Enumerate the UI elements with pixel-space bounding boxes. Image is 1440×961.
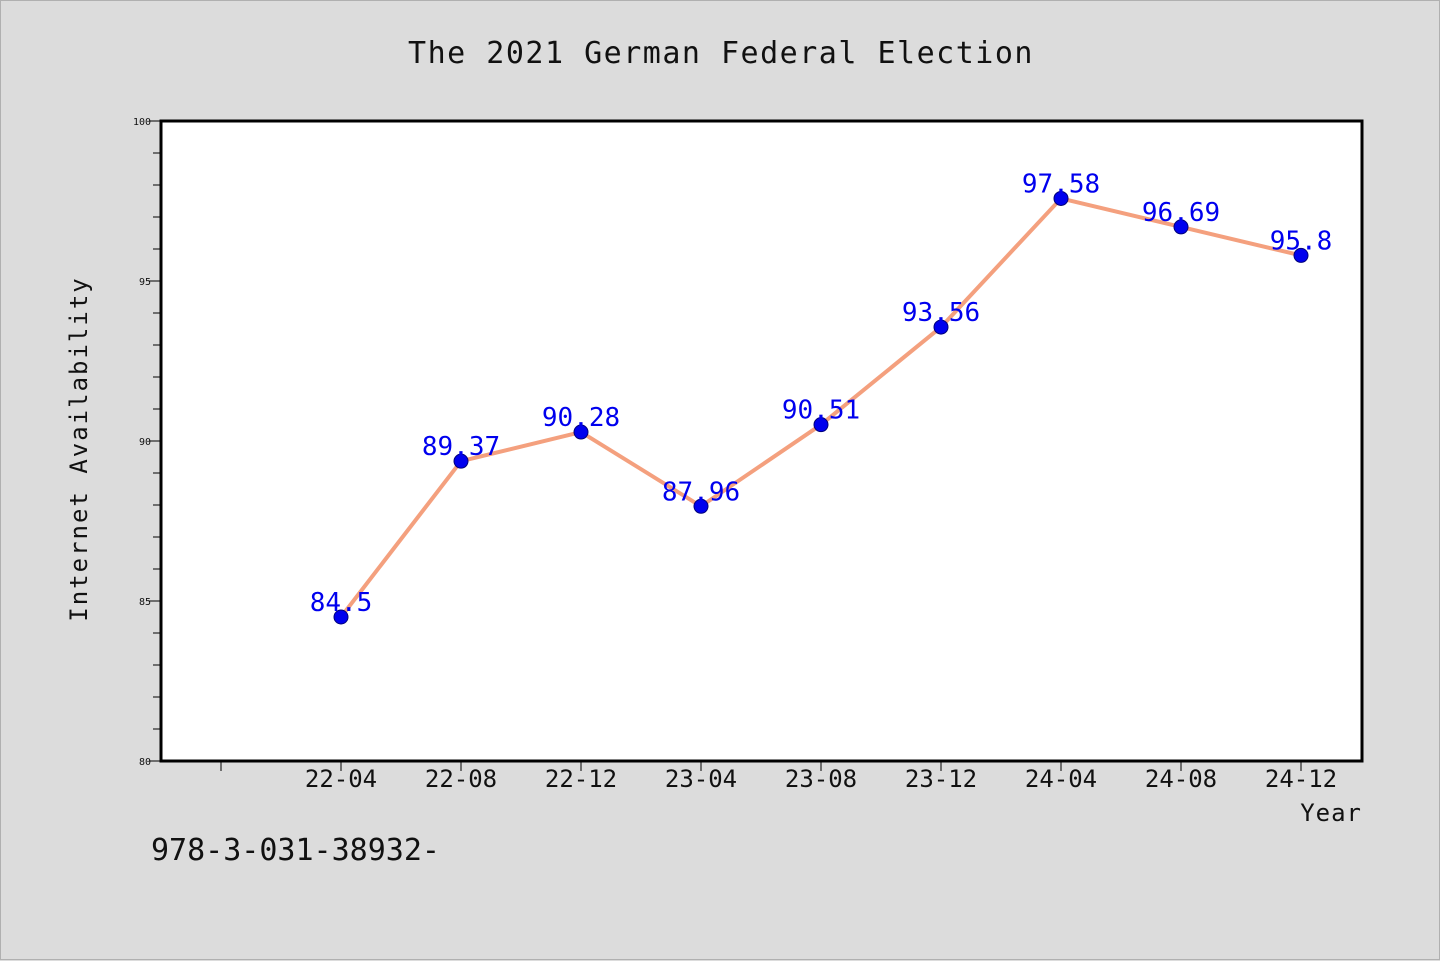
data-label: 90.28 — [542, 403, 620, 433]
data-label: 90.51 — [782, 396, 860, 426]
x-tick-label: 22-04 — [305, 765, 377, 793]
chart-title: The 2021 German Federal Election — [408, 36, 1034, 71]
data-label: 97.58 — [1022, 169, 1100, 199]
data-point — [813, 417, 829, 433]
data-label: 89.37 — [422, 432, 500, 462]
data-point — [1173, 219, 1189, 235]
data-label: 87.96 — [662, 477, 740, 507]
plot-frame — [159, 119, 1364, 763]
x-tick-label: 23-12 — [905, 765, 977, 793]
data-point — [693, 498, 709, 514]
data-point — [333, 609, 349, 625]
x-tick-label: 24-08 — [1145, 765, 1217, 793]
data-label: 96.69 — [1142, 198, 1220, 228]
plot-area — [161, 121, 1362, 761]
x-tick-label: 22-12 — [545, 765, 617, 793]
data-point — [1053, 190, 1069, 206]
x-tick-label: 24-12 — [1265, 765, 1337, 793]
y-tick-label: 95 — [139, 277, 151, 288]
isbn-footer-text: 978-3-031-38932- — [151, 833, 440, 868]
x-tick-label: 23-04 — [665, 765, 737, 793]
x-tick-label: 22-08 — [425, 765, 497, 793]
y-tick-label: 80 — [139, 757, 151, 768]
y-tick-label: 85 — [139, 597, 151, 608]
x-axis-label: Year — [1300, 799, 1362, 827]
y-axis-label: Internet Availability — [65, 276, 93, 621]
data-point — [453, 453, 469, 469]
data-label: 84.5 — [310, 588, 373, 618]
data-label: 95.8 — [1270, 226, 1333, 256]
data-point — [1293, 247, 1309, 263]
data-point — [573, 424, 589, 440]
data-label: 93.56 — [902, 298, 980, 328]
x-tick-label: 24-04 — [1025, 765, 1097, 793]
y-tick-label: 90 — [139, 437, 151, 448]
y-tick-label: 100 — [133, 117, 151, 128]
x-tick-label: 23-08 — [785, 765, 857, 793]
data-point — [933, 319, 949, 335]
